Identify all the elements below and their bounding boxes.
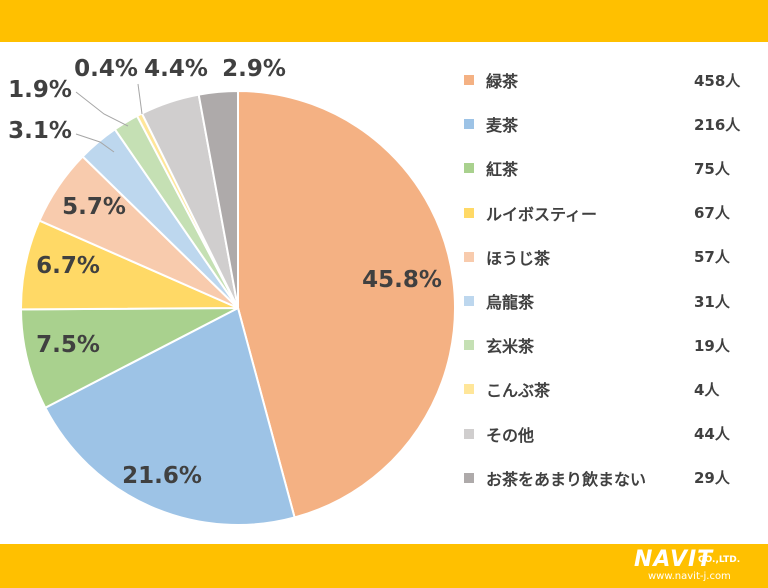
slice-percent-label: 45.8% [362, 267, 442, 293]
legend-count: 57人 [694, 248, 730, 267]
slice-percent-label: 0.4% [74, 56, 138, 82]
bottom-band [0, 544, 768, 588]
legend-count: 44人 [694, 425, 730, 444]
pie-slice [237, 89, 456, 519]
leader-line [75, 91, 129, 127]
pie-slice [43, 306, 296, 526]
legend-count: 29人 [694, 469, 730, 488]
legend-label: その他 [486, 425, 535, 445]
legend-swatch [464, 296, 474, 306]
legend-item: その他 44人 [458, 422, 748, 446]
legend-label: ルイボスティー [486, 204, 598, 224]
legend-label: 緑茶 [486, 72, 519, 91]
legend-swatch [464, 251, 474, 262]
pie-chart: 45.8% 21.6% 7.5% 6.7% 5.7% 3.1% 1.9%0.4% 4.4% 2.… [8, 56, 456, 526]
legend-label: 玄米茶 [486, 337, 535, 357]
legend-label: こんぶ茶 [486, 381, 551, 401]
legend-item: こんぶ茶 4人 [458, 377, 748, 401]
legend-item: ルイボスティー 67人 [458, 201, 748, 225]
legend-label: ほうじ茶 [486, 248, 551, 268]
navit-logo: NAVIT CO.,LTD. www.navit-j.com [634, 547, 764, 585]
logo-brand: NAVIT [634, 547, 714, 572]
legend-swatch [464, 428, 474, 439]
legend-swatch [464, 207, 474, 218]
pie-slice [19, 307, 239, 410]
legend-swatch [464, 119, 474, 130]
legend-swatch [464, 75, 474, 85]
slice-percent-label: 4.4% [144, 56, 208, 82]
slice-percent-label: 5.7% [62, 194, 126, 220]
legend-count: 458人 [694, 71, 741, 90]
slice-percent-label: 3.1% [8, 118, 72, 144]
slice-percent-label: 7.5% [36, 332, 100, 358]
pie-slice [197, 89, 239, 309]
legend-item: ほうじ茶 57人 [458, 245, 748, 269]
legend-label: 紅茶 [486, 160, 519, 180]
logo-suffix: CO.,LTD. [698, 555, 741, 565]
legend-count: 67人 [694, 204, 730, 223]
slice-percent-label: 2.9% [222, 56, 286, 82]
leader-line [75, 133, 115, 153]
legend-count: 75人 [694, 159, 730, 178]
slice-percent-label: 1.9% [8, 77, 72, 103]
legend-count: 216人 [694, 115, 741, 134]
legend-swatch [464, 472, 474, 483]
legend-swatch [464, 384, 474, 395]
legend-item: お茶をあまり飲まない 29人 [458, 466, 748, 490]
legend-label: 烏龍茶 [486, 293, 535, 312]
slice-percent-label: 6.7% [36, 253, 100, 279]
legend-item: 緑茶 458人 [458, 68, 748, 92]
leader-line [137, 83, 143, 115]
legend-count: 31人 [694, 292, 730, 311]
legend-swatch [464, 163, 474, 174]
legend-item: 烏龍茶 31人 [458, 289, 748, 313]
legend-label: 麦茶 [486, 116, 519, 136]
logo-url: www.navit-j.com [648, 571, 731, 582]
legend-item: 麦茶 216人 [458, 112, 748, 136]
legend-count: 4人 [694, 380, 720, 399]
legend-label: お茶をあまり飲まない [486, 469, 647, 489]
legend-item: 紅茶 75人 [458, 156, 748, 180]
top-band [0, 0, 768, 42]
legend-swatch [464, 340, 474, 351]
legend-count: 19人 [694, 336, 730, 355]
legend-item: 玄米茶 19人 [458, 333, 748, 357]
slice-percent-label: 21.6% [122, 463, 202, 489]
